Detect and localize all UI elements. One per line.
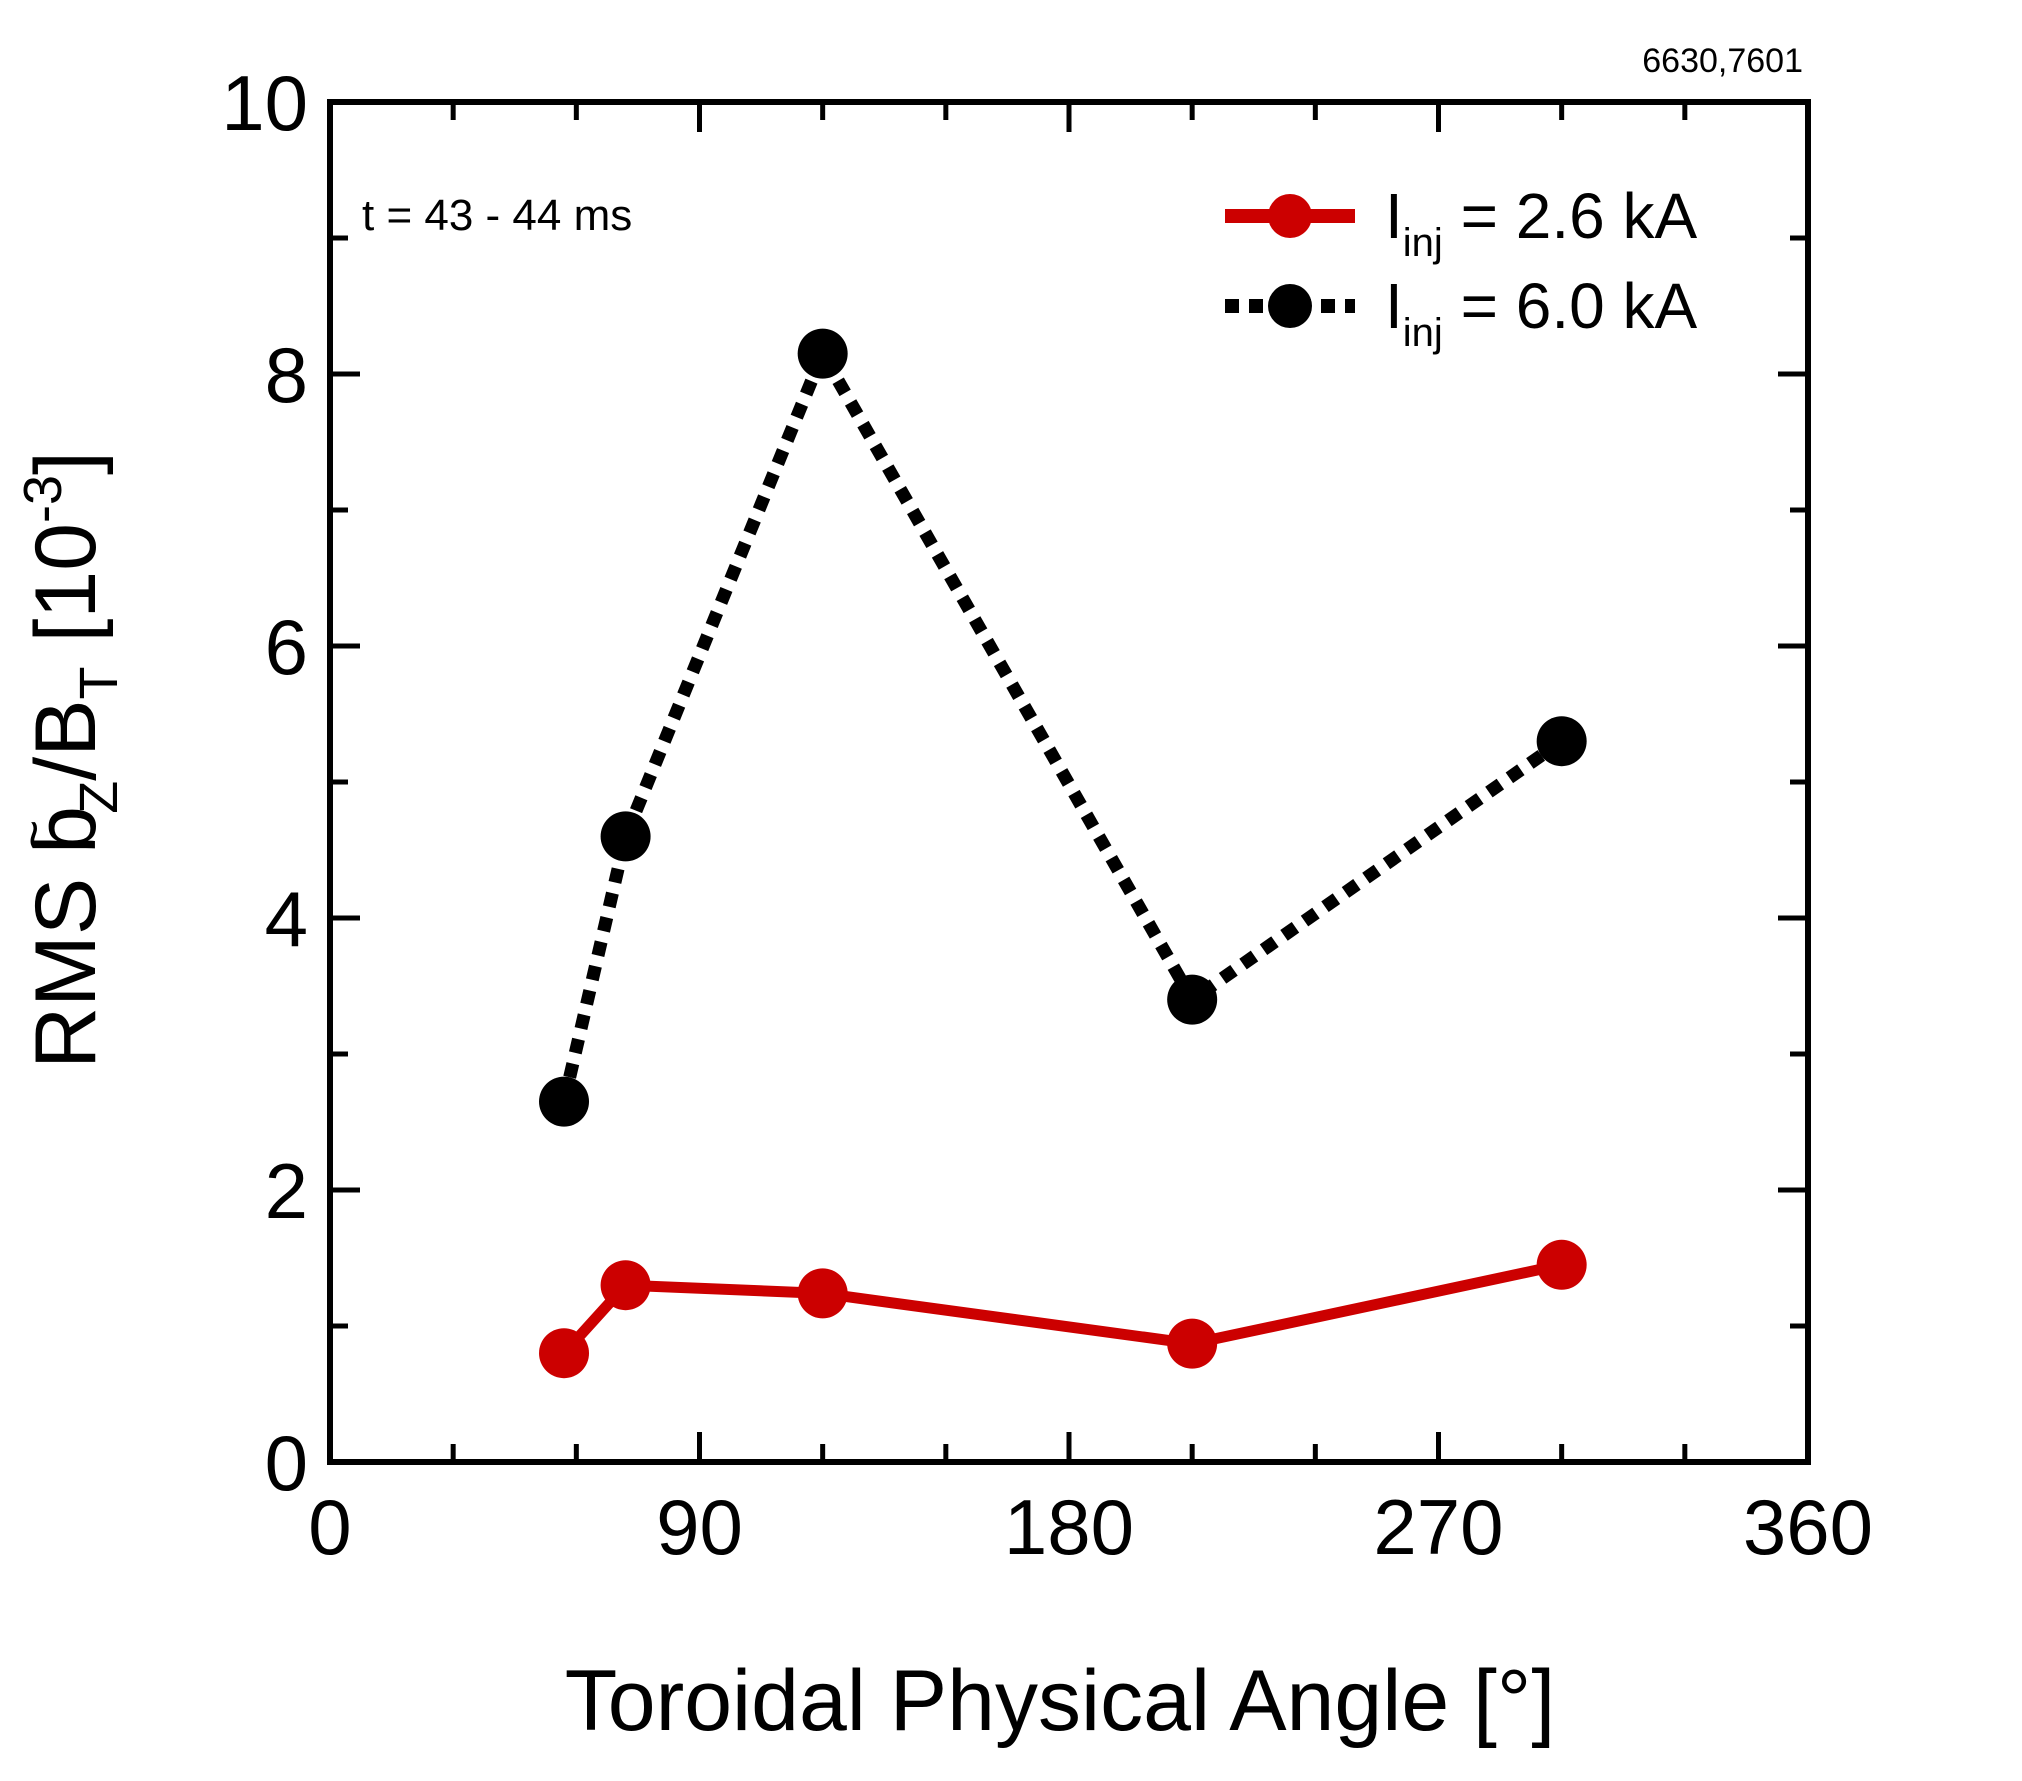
y-tick-label: 2 <box>265 1147 308 1235</box>
x-axis-title: Toroidal Physical Angle [°] <box>565 1653 1555 1749</box>
series-line-2 <box>557 347 1566 1104</box>
y-tick-label: 8 <box>265 331 308 419</box>
legend: Iinj = 2.6 kA Iinj = 6.0 kA <box>1225 180 1698 355</box>
axis-ticks <box>327 99 1811 1465</box>
series-1-point <box>1167 1318 1218 1369</box>
y-tick-label: 10 <box>221 59 308 147</box>
x-tick-label: 180 <box>1004 1483 1134 1571</box>
series-1-point <box>539 1328 590 1379</box>
series-line-1 <box>559 1259 1563 1357</box>
legend-label-series-1: Iinj = 2.6 kA <box>1385 180 1698 265</box>
series-1-point <box>600 1260 651 1311</box>
x-tick-label: 270 <box>1373 1483 1503 1571</box>
series-2-point <box>1167 974 1218 1025</box>
series-1-point <box>1536 1239 1587 1290</box>
time-window-annotation: t = 43 - 44 ms <box>362 191 632 240</box>
axis-tick-labels: 0 90 180 270 360 0 2 4 6 8 10 <box>221 59 1873 1571</box>
series-2-point <box>600 811 651 862</box>
legend-marker-series-2 <box>1268 284 1312 328</box>
y-tick-label: 6 <box>265 603 308 691</box>
legend-marker-series-1 <box>1268 194 1312 238</box>
series-layer <box>539 328 1587 1379</box>
y-tick-label: 4 <box>265 875 308 963</box>
y-axis-title: RMS b~Z/BT [10-3] <box>5 451 129 1069</box>
legend-label-series-2: Iinj = 6.0 kA <box>1385 270 1698 355</box>
x-tick-label: 360 <box>1743 1483 1873 1571</box>
series-2-point <box>1536 716 1587 767</box>
run-id-label: 6630,7601 <box>1642 42 1803 80</box>
series-1-point <box>797 1268 848 1319</box>
x-tick-label: 90 <box>656 1483 743 1571</box>
x-tick-label: 0 <box>308 1483 351 1571</box>
series-2-point <box>797 328 848 379</box>
y-tick-label: 0 <box>265 1419 308 1507</box>
series-2-point <box>539 1076 590 1127</box>
